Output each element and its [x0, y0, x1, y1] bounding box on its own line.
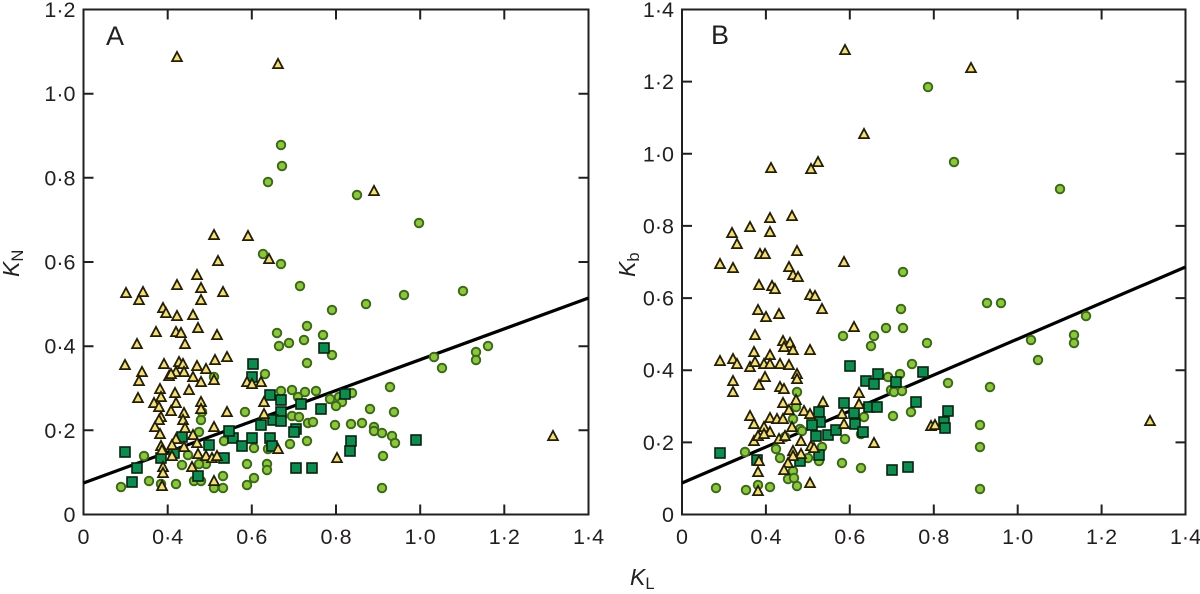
- svg-text:A: A: [106, 21, 124, 51]
- svg-text:0·6: 0·6: [643, 287, 674, 311]
- svg-text:0·8: 0·8: [44, 166, 75, 190]
- svg-text:0·6: 0·6: [834, 525, 865, 549]
- svg-text:1·2: 1·2: [643, 70, 674, 94]
- svg-text:0·4: 0·4: [44, 335, 75, 359]
- svg-text:0·8: 0·8: [643, 214, 674, 238]
- svg-text:B: B: [711, 20, 729, 50]
- svg-text:0: 0: [64, 503, 76, 527]
- svg-text:0·6: 0·6: [44, 251, 75, 275]
- svg-text:1·4: 1·4: [643, 0, 674, 22]
- svg-text:0·4: 0·4: [643, 359, 674, 383]
- svg-text:KN: KN: [0, 250, 27, 277]
- svg-text:1·0: 1·0: [1002, 525, 1033, 549]
- svg-text:0·6: 0·6: [236, 525, 267, 549]
- svg-text:1·2: 1·2: [44, 0, 75, 22]
- svg-text:0·8: 0·8: [320, 525, 351, 549]
- svg-text:1·0: 1·0: [643, 142, 674, 166]
- svg-text:0: 0: [676, 525, 688, 549]
- svg-text:1·0: 1·0: [44, 82, 75, 106]
- svg-text:0·4: 0·4: [152, 525, 183, 549]
- svg-text:0·8: 0·8: [918, 525, 949, 549]
- svg-text:0·2: 0·2: [643, 431, 674, 455]
- svg-text:1·4: 1·4: [1170, 525, 1200, 549]
- svg-text:0·4: 0·4: [750, 525, 781, 549]
- svg-text:1·2: 1·2: [489, 525, 520, 549]
- svg-text:1·4: 1·4: [573, 525, 604, 549]
- svg-text:0: 0: [78, 525, 90, 549]
- svg-text:0·2: 0·2: [44, 419, 75, 443]
- svg-text:1·2: 1·2: [1086, 525, 1117, 549]
- svg-text:1·0: 1·0: [405, 525, 436, 549]
- svg-text:0: 0: [662, 503, 674, 527]
